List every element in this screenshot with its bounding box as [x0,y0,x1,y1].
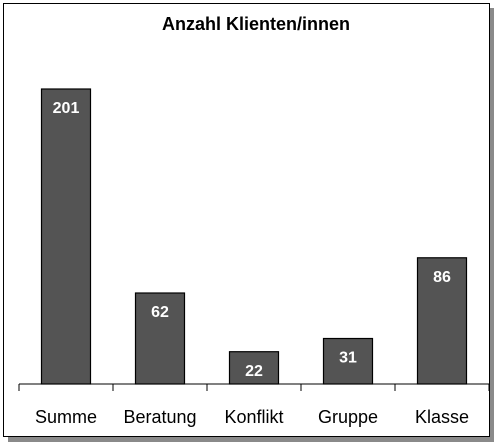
bar [134,292,186,385]
chart-title: Anzahl Klienten/innen [162,14,350,34]
data-label: 31 [339,350,357,367]
x-tick-label: Gruppe [318,407,378,427]
x-tick-label: Klasse [415,407,469,427]
data-label: 22 [245,363,263,380]
x-tick-label: Beratung [123,407,196,427]
x-tick-label: Summe [35,407,97,427]
bar [228,351,280,385]
data-label: 86 [433,269,451,286]
data-label: 62 [151,304,169,321]
bar [40,88,92,385]
x-tick-label: Konflikt [224,407,283,427]
data-label: 201 [53,100,80,117]
